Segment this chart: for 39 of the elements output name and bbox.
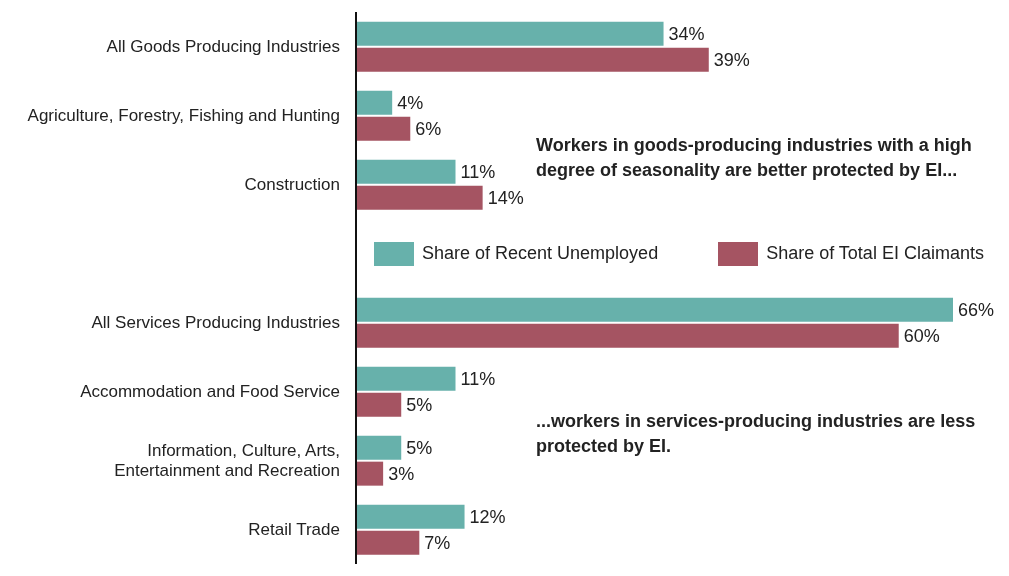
y-tick-label: Retail Trade [248, 520, 340, 540]
legend-label: Share of Total EI Claimants [766, 243, 984, 264]
data-label: 12% [469, 507, 506, 528]
data-label: 14% [487, 188, 524, 209]
bar [356, 297, 953, 322]
data-label: 3% [388, 464, 415, 485]
data-label: 39% [713, 50, 750, 71]
bar [356, 116, 411, 141]
data-label: 5% [406, 438, 433, 459]
bar [356, 21, 664, 46]
bar [356, 530, 420, 555]
bar [356, 461, 384, 486]
y-tick-label: Agriculture, Forestry, Fishing and Hunting [27, 106, 340, 126]
data-label: 7% [424, 533, 451, 554]
bar [356, 435, 402, 460]
bar [356, 323, 899, 348]
data-label: 34% [668, 24, 705, 45]
data-label: 5% [406, 395, 433, 416]
data-label: 66% [958, 300, 995, 321]
bar [356, 185, 483, 210]
bar [356, 90, 393, 115]
bar [356, 392, 402, 417]
data-label: 6% [415, 119, 442, 140]
y-tick-label: All Goods Producing Industries [106, 37, 340, 57]
annotation: Workers in goods-producing industries with a high degree of seasonality are better protected by EI... [536, 133, 973, 182]
data-label: 11% [460, 162, 496, 183]
bar [356, 504, 465, 529]
data-label: 60% [903, 326, 940, 347]
y-tick-label: Accommodation and Food Service [80, 382, 340, 402]
bar [356, 159, 456, 184]
legend-label: Share of Recent Unemployed [422, 243, 659, 264]
data-label: 11% [460, 369, 496, 390]
annotation: ...workers in services-producing industries are less protected by EI. [536, 409, 977, 458]
data-label: 4% [397, 93, 424, 114]
bar [356, 366, 456, 391]
bar [356, 47, 709, 72]
y-tick-label: Information, Culture, Arts, Entertainment and Recreation [114, 441, 340, 481]
y-tick-label: All Services Producing Industries [91, 313, 340, 333]
y-tick-label: Construction [244, 175, 340, 195]
